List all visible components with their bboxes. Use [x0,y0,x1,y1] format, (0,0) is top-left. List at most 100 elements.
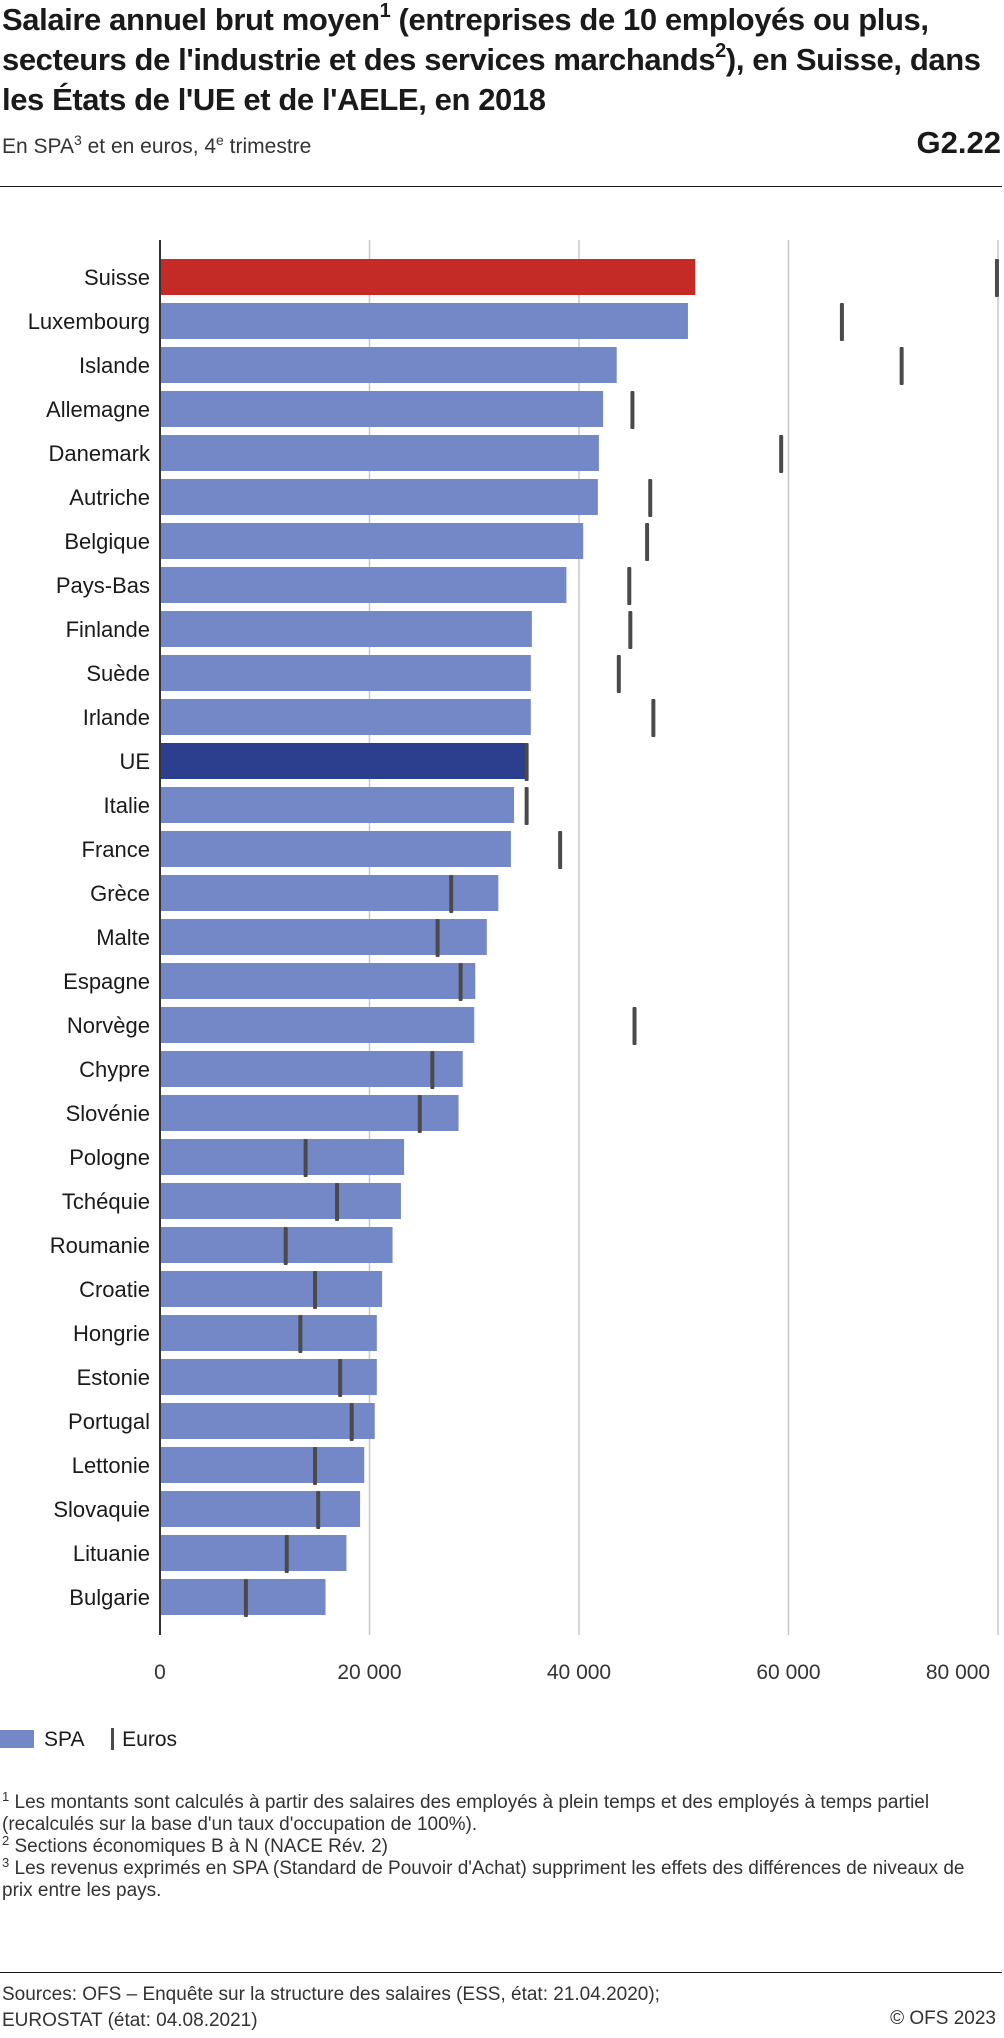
legend: SPA Euros [0,1728,177,1752]
category-label-finlande: Finlande [66,617,150,642]
footnote-2: 2 Sections économiques B à N (NACE Rév. … [2,1833,388,1857]
euro-marker-pays-bas [627,567,632,605]
euro-marker-tchequie [335,1183,340,1221]
bar-slovaquie [161,1491,361,1527]
euro-marker-estonie [338,1359,343,1397]
chart-subtitle: En SPA3 et en euros, 4e trimestre [2,132,312,158]
bar-suisse [161,259,696,295]
euro-marker-espagne [458,963,463,1001]
x-tick-label: 80 000 [926,1661,990,1684]
x-axis-labels: 0 20 000 40 000 60 000 80 000 [154,1661,990,1684]
bar-france [161,831,511,867]
category-label-roumanie: Roumanie [50,1233,150,1258]
bar-norvege [161,1007,475,1043]
category-label-pologne: Pologne [69,1145,150,1170]
bar-lituanie [161,1535,347,1571]
category-label-autriche: Autriche [69,485,150,510]
bar-islande [161,347,617,383]
bar-irlande [161,699,531,735]
category-label-islande: Islande [79,353,150,378]
euro-marker-irlande [651,699,656,737]
bar-roumanie [161,1227,393,1263]
bar-chypre [161,1051,463,1087]
category-label-lettonie: Lettonie [72,1453,150,1478]
legend-swatch-spa [0,1730,34,1748]
bar-luxembourg [161,303,688,339]
bar-pays-bas [161,567,567,603]
x-tick-label: 0 [154,1661,166,1684]
category-label-grece: Grèce [90,881,150,906]
euro-marker-danemark [779,435,784,473]
euro-marker-grece [449,875,454,913]
euro-marker-roumanie [283,1227,288,1265]
euro-marker-allemagne [630,391,635,429]
bar-allemagne [161,391,604,427]
category-label-allemagne: Allemagne [46,397,150,422]
chart-title: Salaire annuel brut moyen1 (entreprises … [2,0,981,117]
euro-marker-suisse [994,259,999,297]
footnote-3: 3 Les revenus exprimés en SPA (Standard … [2,1855,965,1901]
euro-marker-france [558,831,563,869]
category-label-france: France [82,837,150,862]
footnote-1: 1 Les montants sont calculés à partir de… [2,1789,930,1835]
category-label-bulgarie: Bulgarie [69,1585,150,1610]
category-label-luxembourg: Luxembourg [28,309,150,334]
euro-marker-slovenie [417,1095,422,1133]
bar-pologne [161,1139,405,1175]
category-label-portugal: Portugal [68,1409,150,1434]
bar-lettonie [161,1447,365,1483]
chart-code: G2.22 [916,125,1001,160]
category-label-espagne: Espagne [63,969,150,994]
category-labels: Suisse Luxembourg Islande Allemagne Danemark… [28,265,151,1610]
euro-marker-luxembourg [839,303,844,341]
copyright: © OFS 2023 [890,2008,996,2029]
category-label-croatie: Croatie [79,1277,150,1302]
euro-marker-italie [524,787,529,825]
bar-belgique [161,523,584,559]
bar-hongrie [161,1315,377,1351]
category-label-slovenie: Slovénie [66,1101,150,1126]
category-label-belgique: Belgique [64,529,150,554]
euro-marker-norvege [632,1007,637,1045]
footnotes: 1 Les montants sont calculés à partir de… [2,1789,998,1902]
bar-malte [161,919,487,955]
euro-marker-bulgarie [243,1579,248,1617]
bar-suede [161,655,531,691]
euro-marker-ue [524,743,529,781]
legend-marker-euros [111,1728,115,1750]
category-label-norvege: Norvège [67,1013,150,1038]
footer-divider [0,1972,1002,1973]
category-label-tchequie: Tchéquie [62,1189,150,1214]
euro-marker-hongrie [298,1315,303,1353]
category-label-malte: Malte [96,925,150,950]
euro-marker-lituanie [284,1535,289,1573]
euro-marker-malte [435,919,440,957]
euro-marker-lettonie [313,1447,318,1485]
x-tick-label: 20 000 [337,1661,401,1684]
bar-espagne [161,963,476,999]
bar-croatie [161,1271,383,1307]
bar-danemark [161,435,599,471]
x-tick-label: 60 000 [756,1661,820,1684]
category-label-pays-bas: Pays-Bas [56,573,150,598]
sources: Sources: OFS – Enquête sur la structure … [2,1984,660,2031]
bar-bulgarie [161,1579,326,1615]
bar-chart: Suisse Luxembourg Islande Allemagne Danemark… [28,240,999,1684]
legend-label-euros: Euros [122,1728,178,1751]
category-label-hongrie: Hongrie [73,1321,150,1346]
x-tick-label: 40 000 [547,1661,611,1684]
euro-marker-portugal [349,1403,354,1441]
euro-marker-chypre [430,1051,435,1089]
legend-label-spa: SPA [44,1728,84,1751]
category-label-lituanie: Lituanie [73,1541,150,1566]
euro-marker-finlande [628,611,633,649]
category-label-danemark: Danemark [49,441,151,466]
category-label-estonie: Estonie [77,1365,150,1390]
category-label-irlande: Irlande [83,705,150,730]
euro-marker-belgique [645,523,650,561]
bar-grece [161,875,499,911]
bar-tchequie [161,1183,401,1219]
category-label-chypre: Chypre [79,1057,150,1082]
category-label-suede: Suède [86,661,150,686]
bar-autriche [161,479,598,515]
